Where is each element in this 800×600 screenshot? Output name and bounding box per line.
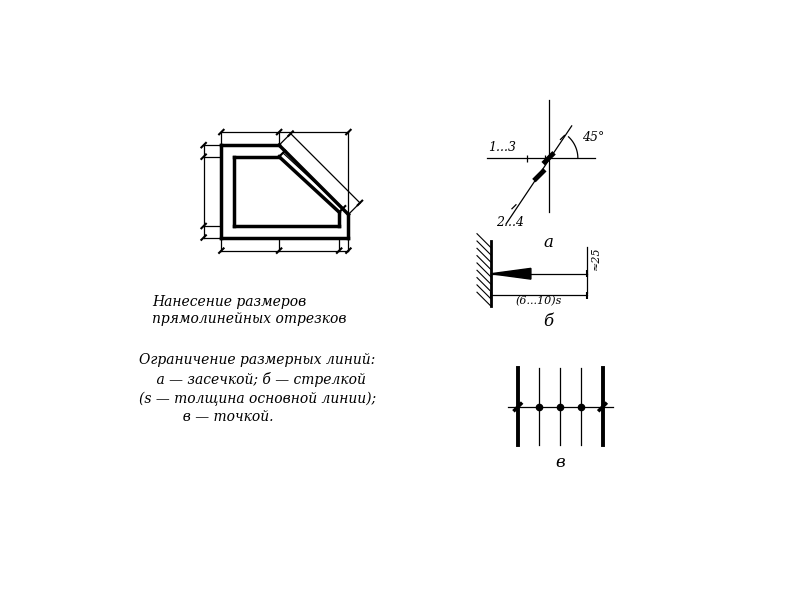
Text: 1...3: 1...3 (489, 140, 517, 154)
Text: 45°: 45° (582, 131, 604, 144)
Text: б: б (543, 313, 554, 330)
Text: Ограничение размерных линий:
    а — засечкой; б — стрелкой
(s — толщина основно: Ограничение размерных линий: а — засечко… (139, 353, 376, 424)
Text: Нанесение размеров
прямолинейных отрезков: Нанесение размеров прямолинейных отрезко… (152, 295, 346, 325)
Polygon shape (491, 268, 531, 279)
Text: ≈25: ≈25 (591, 246, 601, 270)
Text: а: а (544, 234, 554, 251)
Text: (6...10)s: (6...10)s (516, 296, 562, 307)
Text: 2...4: 2...4 (496, 216, 524, 229)
Text: в: в (555, 454, 565, 471)
